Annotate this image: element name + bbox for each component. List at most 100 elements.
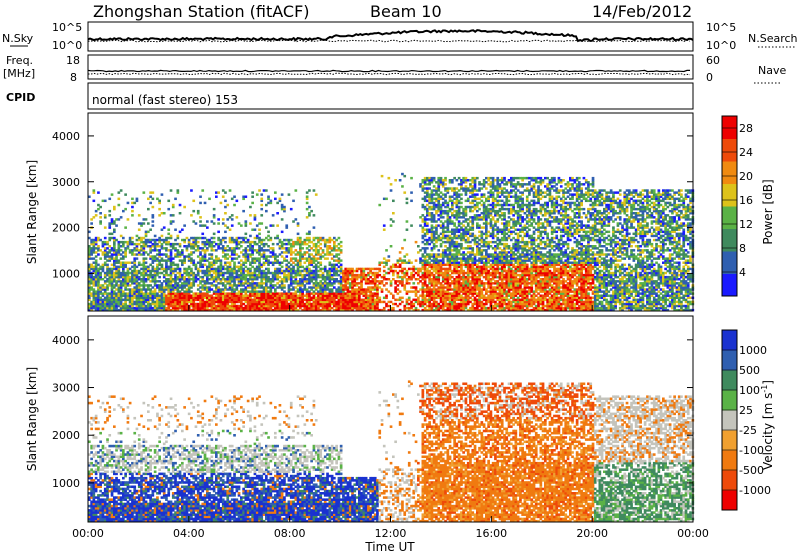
power-cell	[339, 304, 343, 308]
power-cell	[280, 205, 284, 209]
power-cell	[126, 278, 130, 281]
power-cell	[113, 238, 116, 242]
power-cell	[235, 245, 239, 248]
power-cell	[276, 212, 279, 215]
power-cell	[267, 201, 270, 205]
power-cell	[285, 259, 289, 262]
power-cell	[441, 224, 445, 227]
power-cell	[446, 261, 450, 264]
power-cell	[169, 282, 173, 285]
power-cell	[478, 242, 481, 246]
power-cell	[122, 275, 125, 279]
power-cell	[462, 282, 465, 285]
power-cell	[260, 247, 264, 250]
power-cell	[285, 265, 289, 269]
power-cell	[137, 296, 141, 300]
power-cell	[183, 257, 186, 260]
power-cell	[142, 273, 146, 277]
power-cell	[353, 280, 357, 283]
power-cell	[473, 195, 477, 198]
power-cell	[271, 300, 275, 304]
power-cell	[240, 290, 243, 293]
power-cell	[128, 308, 132, 312]
power-cell	[119, 296, 123, 300]
power-cell	[466, 228, 470, 231]
power-cell	[103, 261, 107, 264]
power-cell	[469, 191, 472, 194]
power-cell	[203, 257, 207, 260]
power-cell	[471, 187, 475, 190]
power-cell	[201, 292, 205, 295]
power-cell	[464, 286, 468, 289]
power-cell	[460, 205, 463, 209]
power-cell	[414, 288, 418, 291]
power-cell	[208, 298, 211, 302]
power-cell	[346, 308, 350, 312]
power-cell	[346, 275, 350, 279]
power-cell	[451, 199, 454, 203]
power-cell	[119, 298, 123, 302]
power-cell	[423, 238, 427, 242]
power-cell	[410, 191, 413, 194]
power-cell	[147, 238, 150, 242]
power-cell	[389, 284, 393, 287]
power-cell	[285, 226, 289, 229]
power-cell	[283, 302, 286, 306]
power-cell	[181, 288, 184, 291]
power-cell	[110, 269, 114, 273]
power-cell	[303, 253, 307, 256]
power-cell	[310, 298, 313, 302]
power-cell	[142, 296, 146, 300]
power-cell	[423, 265, 427, 269]
power-cell	[299, 296, 302, 300]
power-cell	[428, 242, 431, 246]
power-cell	[108, 296, 112, 300]
power-cell	[446, 222, 450, 225]
power-cell	[269, 306, 273, 310]
power-cell	[455, 259, 459, 262]
power-cell	[376, 300, 379, 304]
power-cell	[246, 286, 250, 289]
power-cell	[249, 278, 252, 281]
power-cell	[323, 286, 327, 289]
power-cell	[351, 278, 354, 281]
power-cell	[435, 265, 438, 269]
power-cell	[149, 288, 152, 291]
power-cell	[169, 263, 173, 267]
power-cell	[296, 288, 300, 291]
power-cell	[364, 290, 368, 293]
power-cell	[194, 306, 198, 310]
power-cell	[432, 207, 436, 211]
power-cell	[124, 288, 127, 291]
power-cell	[199, 263, 202, 267]
power-cell	[265, 242, 268, 246]
power-cell	[351, 294, 354, 297]
power-cell	[448, 298, 452, 302]
power-cell	[435, 228, 438, 231]
power-cell	[362, 300, 366, 304]
power-cell	[203, 259, 207, 262]
power-cell	[215, 195, 218, 198]
power-cell	[342, 288, 345, 291]
power-cell	[330, 278, 334, 281]
power-cell	[435, 191, 438, 194]
power-cell	[262, 292, 266, 295]
power-cell	[221, 249, 225, 252]
power-cell	[444, 282, 447, 285]
power-cell	[446, 275, 450, 279]
power-cell	[122, 240, 125, 244]
power-cell	[423, 234, 427, 238]
power-cell	[355, 275, 359, 279]
power-cell	[283, 308, 286, 312]
power-cell	[274, 288, 277, 291]
power-cell	[251, 247, 254, 250]
power-cell	[283, 207, 286, 211]
power-cell	[249, 298, 252, 302]
power-cell	[135, 271, 139, 275]
power-cell	[158, 214, 161, 217]
power-cell	[242, 209, 245, 213]
power-cell	[432, 255, 436, 258]
power-cell	[462, 304, 465, 308]
power-cell	[330, 275, 334, 279]
power-cell	[137, 253, 141, 256]
